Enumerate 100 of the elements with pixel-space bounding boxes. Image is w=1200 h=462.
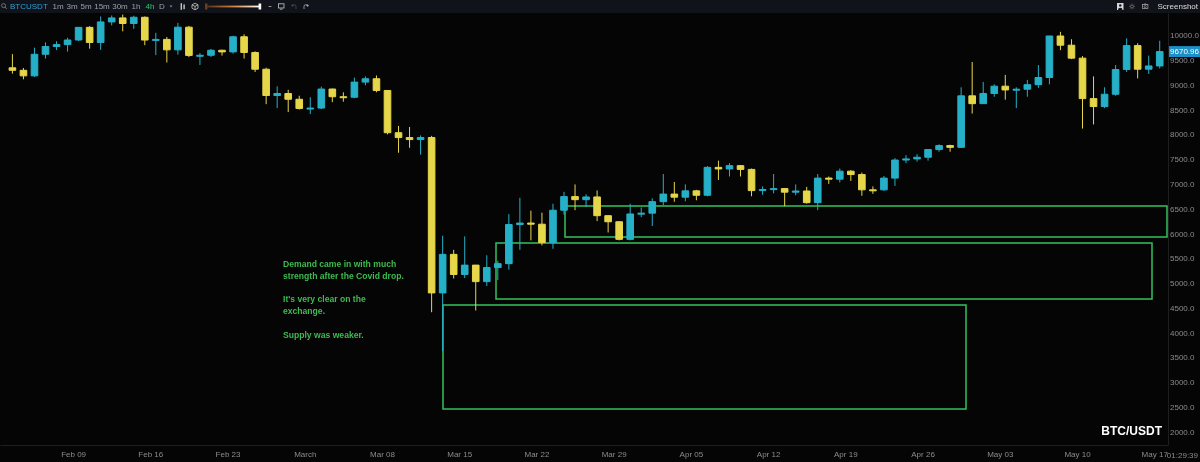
candlestick	[571, 183, 579, 211]
candlestick	[262, 67, 270, 105]
candlestick	[251, 50, 259, 73]
candlestick	[615, 220, 623, 241]
candlestick	[626, 203, 635, 241]
text: Screenshot	[1157, 2, 1199, 12]
candlestick	[538, 212, 546, 246]
candlestick	[1155, 40, 1164, 69]
candlestick	[835, 168, 844, 183]
y-tick-label: 5000.0	[1170, 279, 1196, 289]
candlestick	[1034, 64, 1043, 89]
candlestick	[968, 61, 976, 115]
candlestick	[990, 83, 999, 98]
candlestick	[637, 206, 646, 218]
candlestick	[229, 35, 237, 55]
candlestick	[19, 67, 28, 80]
candlestick	[780, 187, 789, 207]
candlestick	[85, 25, 94, 50]
candlestick	[328, 88, 337, 103]
x-tick-label: Apr 05	[679, 449, 704, 459]
candlestick	[802, 186, 811, 205]
candlestick	[902, 154, 910, 164]
candlestick	[152, 32, 160, 56]
candlestick	[1056, 31, 1065, 51]
candlestick	[317, 86, 326, 110]
x-tick-label: March	[294, 449, 317, 459]
candlestick	[295, 95, 304, 111]
x-tick-label: Mar 22	[524, 449, 550, 459]
candlestick	[129, 15, 138, 30]
candlestick	[847, 169, 855, 182]
x-tick-label: Apr 12	[756, 449, 781, 459]
text: Demand came in with much strength after the Covid drop. It's very clear on the exchange. Supply was weaker.	[283, 259, 404, 340]
candlestick	[350, 77, 359, 99]
candlestick	[516, 197, 524, 251]
candlestick	[41, 41, 50, 60]
candlestick	[1133, 42, 1142, 79]
candlestick	[96, 15, 105, 51]
candlestick	[736, 164, 745, 177]
candlestick	[460, 235, 469, 279]
candlestick	[438, 235, 447, 352]
candlestick	[284, 89, 293, 113]
x-tick-label: Mar 29	[601, 449, 628, 459]
text: 3m	[66, 2, 78, 12]
candlestick	[824, 175, 833, 185]
candlestick	[174, 22, 182, 56]
candlestick	[218, 49, 226, 57]
x-tick-label: Feb 23	[215, 449, 242, 459]
y-tick-label: 6500.0	[1170, 204, 1196, 214]
candlestick	[604, 214, 612, 233]
candlestick	[648, 197, 657, 227]
candlestick	[758, 185, 767, 196]
y-tick-label: 10000.0	[1170, 31, 1200, 41]
candlestick	[747, 168, 756, 197]
candlestick	[714, 160, 723, 181]
x-tick-label: May 10	[1064, 449, 1092, 459]
candlestick	[703, 165, 712, 197]
candlestick	[405, 126, 414, 149]
candlestick	[1144, 55, 1153, 75]
candlestick	[913, 153, 921, 163]
candlestick	[107, 14, 116, 26]
candlestick	[1100, 86, 1109, 109]
candlestick	[791, 183, 800, 196]
x-tick-label: Apr 26	[911, 449, 936, 459]
y-tick-label: 8500.0	[1170, 105, 1196, 115]
y-tick-label: 6000.0	[1170, 229, 1196, 239]
y-tick-label: 8000.0	[1170, 130, 1196, 140]
candlestick	[681, 183, 690, 202]
text: BTCUSDT	[10, 2, 48, 12]
y-tick-label: 9000.0	[1170, 80, 1196, 90]
y-tick-label: 2500.0	[1170, 402, 1196, 412]
candlestick	[1045, 35, 1054, 85]
candlestick	[549, 203, 557, 250]
candlestick	[494, 260, 502, 281]
candlestick	[196, 52, 204, 66]
candlestick	[118, 13, 127, 32]
candlestick	[869, 185, 877, 195]
candlestick	[449, 249, 458, 280]
candlestick	[692, 189, 701, 201]
candlestick	[416, 134, 425, 156]
candlestick	[659, 173, 668, 206]
candlestick	[1067, 38, 1076, 60]
candlestick	[1111, 64, 1120, 97]
y-tick-label: 3000.0	[1170, 378, 1196, 388]
candlestick	[1001, 74, 1010, 101]
candlestick	[471, 264, 480, 312]
candlestick	[427, 135, 436, 313]
text: 4h	[145, 2, 155, 12]
x-tick-label: Mar 15	[447, 449, 473, 459]
candlestick	[207, 48, 215, 58]
candlestick	[306, 96, 315, 115]
x-tick-label: May 03	[987, 449, 1014, 459]
y-tick-label: 7500.0	[1170, 155, 1196, 165]
y-tick-label: 4000.0	[1170, 328, 1196, 338]
candlestick	[582, 193, 590, 208]
candlestick	[482, 254, 491, 287]
candlestick	[1078, 55, 1087, 130]
y-tick-label: 7000.0	[1170, 179, 1196, 189]
candlestick	[979, 81, 988, 105]
y-tick-label: 5500.0	[1170, 254, 1196, 264]
y-tick-label: 4500.0	[1170, 303, 1196, 313]
